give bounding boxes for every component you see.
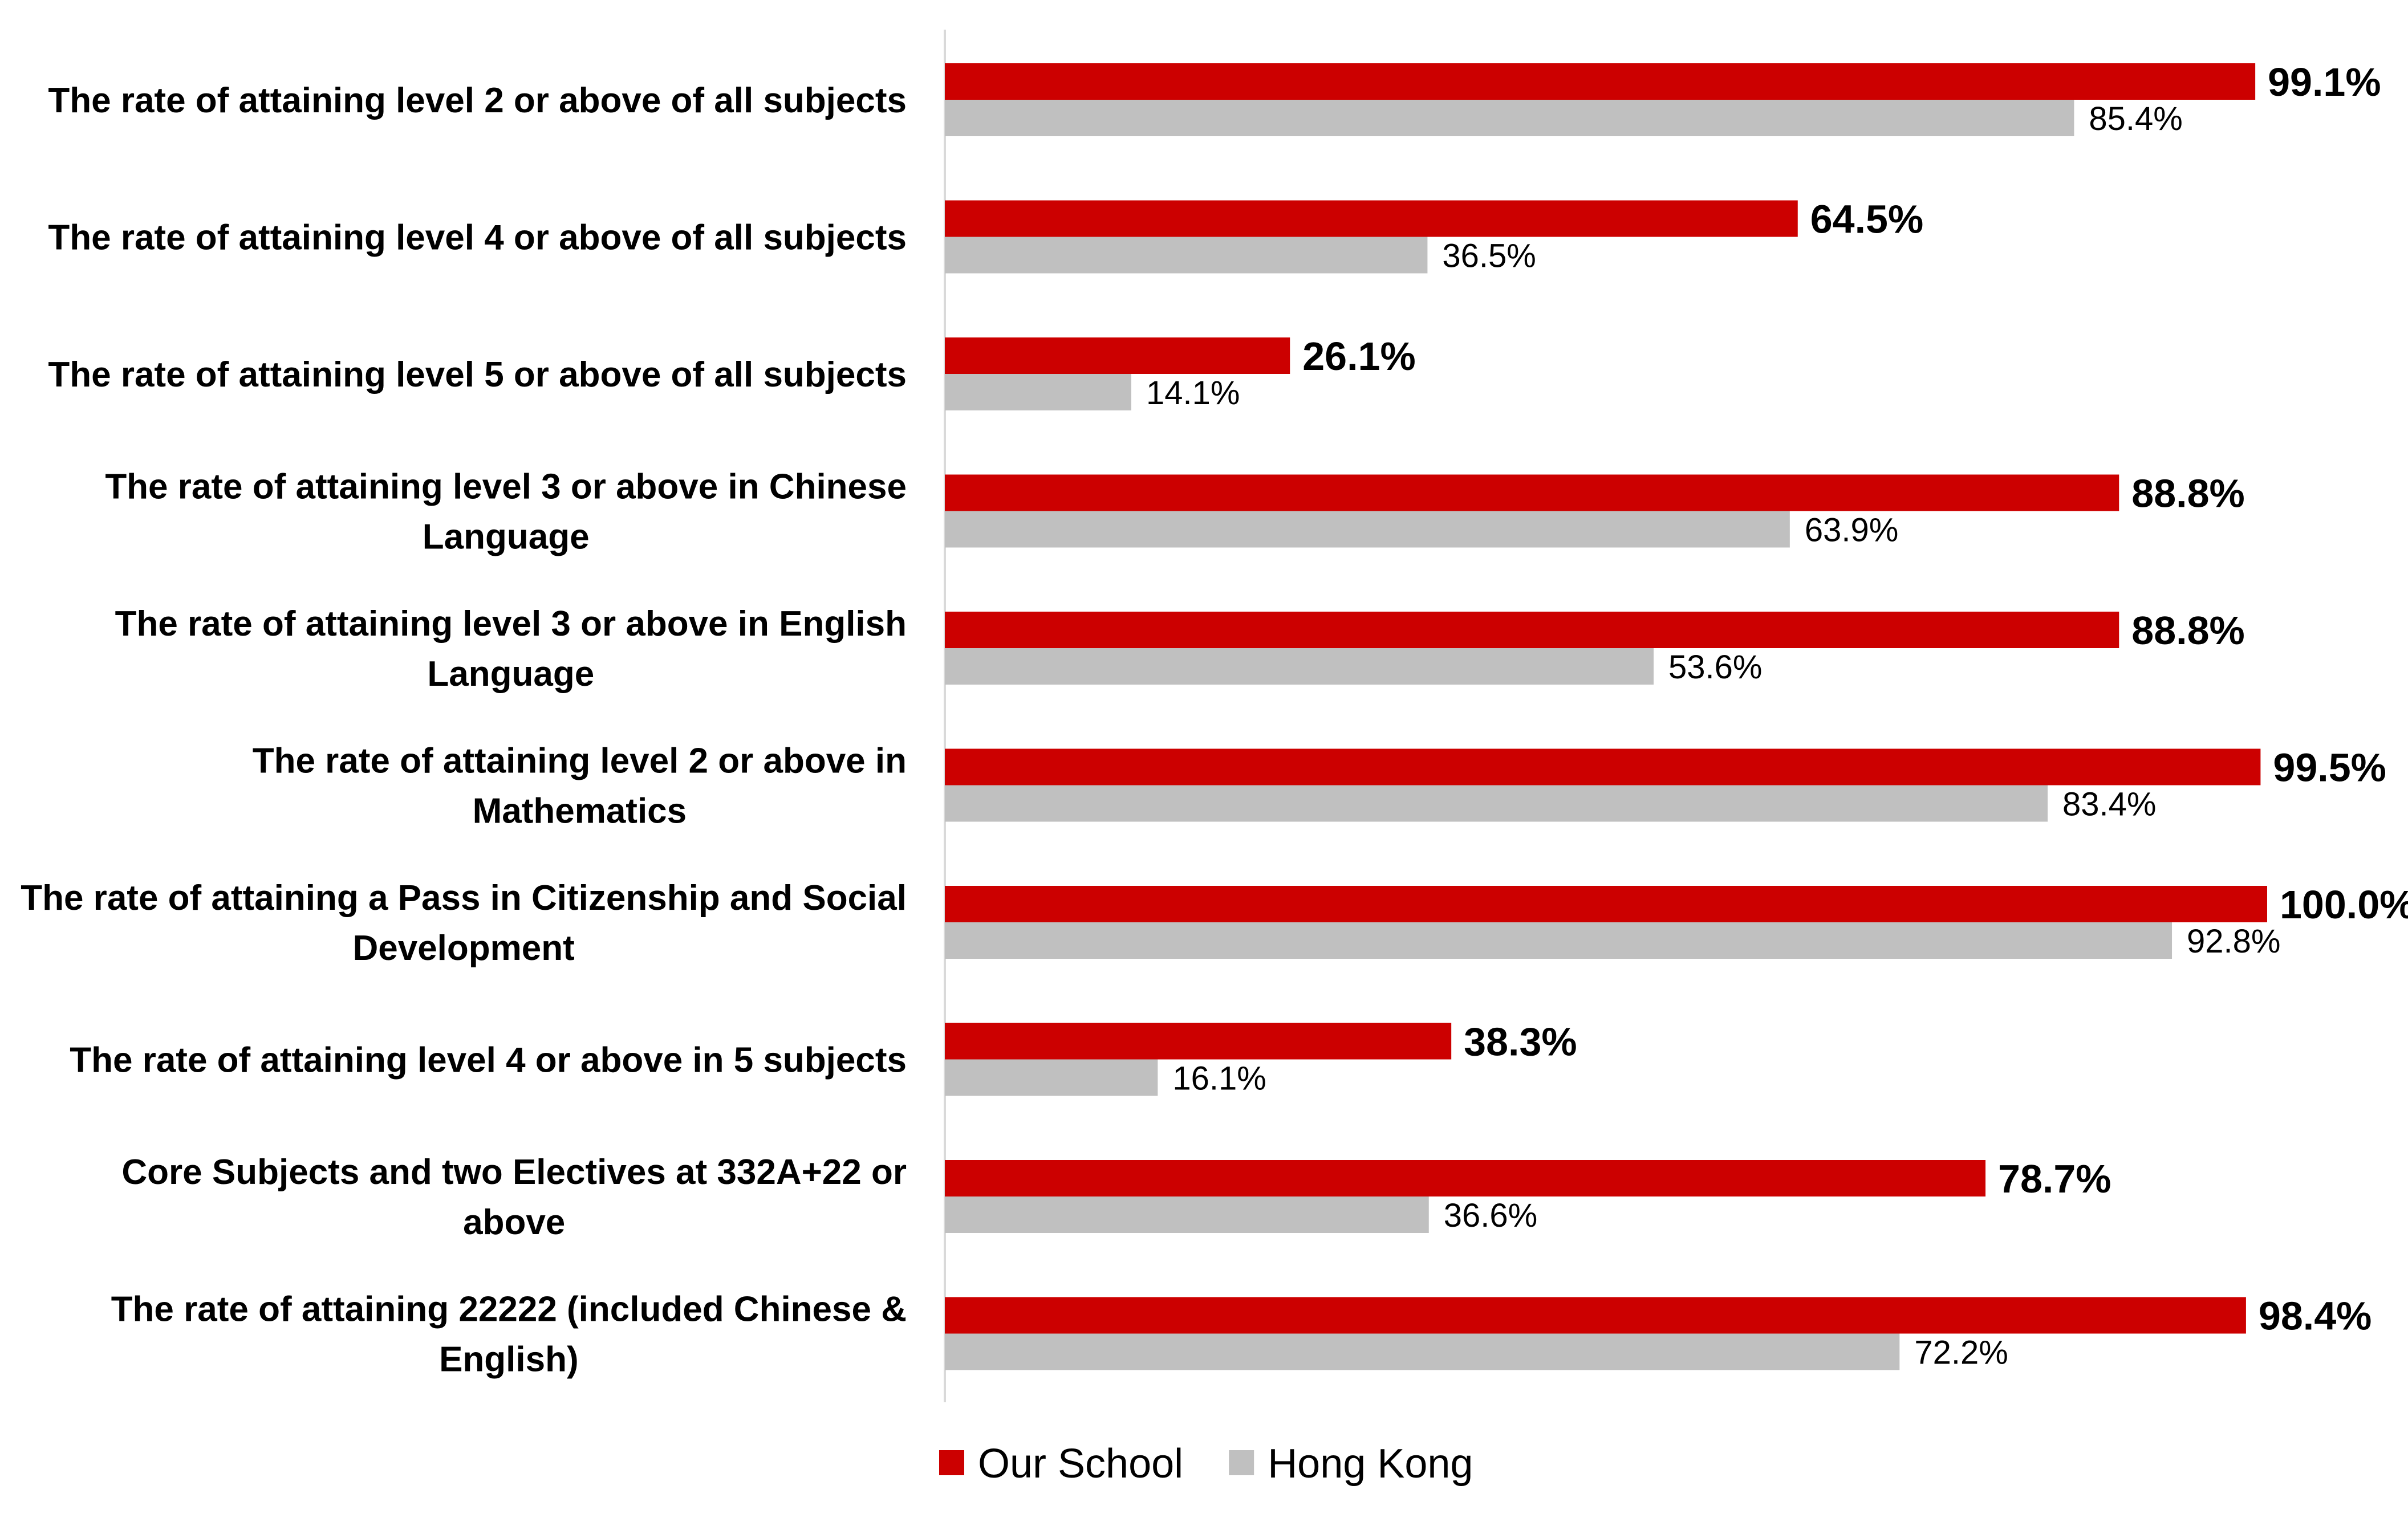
category-label-line: The rate of attaining level 5 or above o… — [48, 355, 907, 394]
category-label: The rate of attaining level 3 or above i… — [105, 467, 907, 557]
bar-our-school — [945, 1023, 1452, 1060]
category-label: The rate of attaining a Pass in Citizens… — [21, 878, 907, 968]
category-label-line: Language — [423, 518, 590, 557]
data-label-hong-kong: 72.2% — [1914, 1334, 2008, 1371]
bar-our-school — [945, 886, 2267, 922]
data-label-hong-kong: 14.1% — [1146, 375, 1240, 412]
category-label-line: The rate of attaining level 2 or above i… — [253, 742, 907, 781]
category-label: Core Subjects and two Electives at 332A+… — [121, 1153, 907, 1242]
data-label-hong-kong: 36.6% — [1444, 1197, 1537, 1234]
legend-item-hong-kong: Hong Kong — [1229, 1441, 1473, 1487]
data-label-our-school: 99.5% — [2273, 746, 2386, 790]
bar-our-school — [945, 200, 1798, 237]
data-label-our-school: 38.3% — [1464, 1020, 1577, 1064]
bar-hong-kong — [945, 648, 1654, 685]
data-label-our-school: 26.1% — [1302, 334, 1415, 378]
legend-swatch — [1229, 1450, 1254, 1475]
bar-hong-kong — [945, 785, 2048, 822]
legend-swatch — [939, 1450, 964, 1475]
bar-our-school — [945, 63, 2256, 100]
category-label-line: The rate of attaining a Pass in Citizens… — [21, 878, 907, 918]
data-label-our-school: 88.8% — [2131, 471, 2244, 516]
data-label-our-school: 88.8% — [2131, 608, 2244, 653]
category-label-line: The rate of attaining level 4 or above o… — [48, 218, 907, 258]
legend-label: Hong Kong — [1268, 1441, 1473, 1487]
bar-hong-kong — [945, 237, 1428, 274]
value-labels: 99.1% 85.4% 64.5% 36.5% 26.1% 14.1% 88.8% 63.9%… — [1146, 60, 2408, 1371]
category-label-line: The rate of attaining level 3 or above i… — [115, 604, 907, 644]
category-label-line: Development — [352, 929, 574, 968]
data-label-our-school: 64.5% — [1810, 197, 1923, 242]
category-label: The rate of attaining level 2 or above o… — [48, 81, 907, 120]
bar-our-school — [945, 337, 1290, 374]
bar-our-school — [945, 474, 2119, 511]
category-label-line: Language — [427, 654, 594, 694]
data-label-hong-kong: 83.4% — [2062, 786, 2156, 823]
data-label-our-school: 100.0% — [2280, 882, 2408, 927]
category-label-line: Mathematics — [473, 792, 687, 831]
bar-hong-kong — [945, 100, 2074, 136]
bar-hong-kong — [945, 1059, 1158, 1096]
category-label-line: Core Subjects and two Electives at 332A+… — [121, 1153, 907, 1192]
data-label-hong-kong: 85.4% — [2089, 100, 2182, 137]
data-label-hong-kong: 53.6% — [1668, 649, 1762, 686]
bar-hong-kong — [945, 1333, 1900, 1370]
category-label: The rate of attaining level 3 or above i… — [115, 604, 907, 694]
category-label-line: The rate of attaining level 4 or above i… — [70, 1041, 907, 1080]
category-label: The rate of attaining level 2 or above i… — [253, 742, 907, 831]
legend-label: Our School — [978, 1441, 1183, 1487]
category-label-line: The rate of attaining level 3 or above i… — [105, 467, 907, 507]
bar-hong-kong — [945, 1196, 1429, 1233]
category-label-line: English) — [439, 1340, 579, 1379]
category-label: The rate of attaining level 4 or above i… — [70, 1041, 907, 1080]
data-label-our-school: 78.7% — [1998, 1157, 2111, 1201]
legend: Our School Hong Kong — [939, 1441, 1473, 1487]
data-label-hong-kong: 16.1% — [1172, 1060, 1266, 1097]
data-label-our-school: 99.1% — [2268, 60, 2381, 104]
category-label-line: The rate of attaining 22222 (included Ch… — [111, 1290, 907, 1329]
bar-hong-kong — [945, 374, 1131, 410]
bar-hong-kong — [945, 922, 2173, 959]
bar-our-school — [945, 1297, 2246, 1334]
data-label-our-school: 98.4% — [2259, 1294, 2372, 1338]
bar-our-school — [945, 1160, 1986, 1196]
category-label-line: The rate of attaining level 2 or above o… — [48, 81, 907, 120]
legend-item-our-school: Our School — [939, 1441, 1183, 1487]
category-labels: The rate of attaining level 2 or above o… — [21, 81, 907, 1379]
category-label-line: above — [463, 1203, 565, 1242]
data-label-hong-kong: 36.5% — [1442, 238, 1536, 275]
category-label: The rate of attaining level 5 or above o… — [48, 355, 907, 394]
bar-our-school — [945, 612, 2119, 648]
bars — [945, 63, 2267, 1370]
category-label: The rate of attaining level 4 or above o… — [48, 218, 907, 258]
bar-hong-kong — [945, 511, 1790, 548]
data-label-hong-kong: 92.8% — [2187, 923, 2280, 960]
data-label-hong-kong: 63.9% — [1805, 512, 1898, 549]
category-label: The rate of attaining 22222 (included Ch… — [111, 1290, 907, 1379]
bar-our-school — [945, 748, 2261, 786]
